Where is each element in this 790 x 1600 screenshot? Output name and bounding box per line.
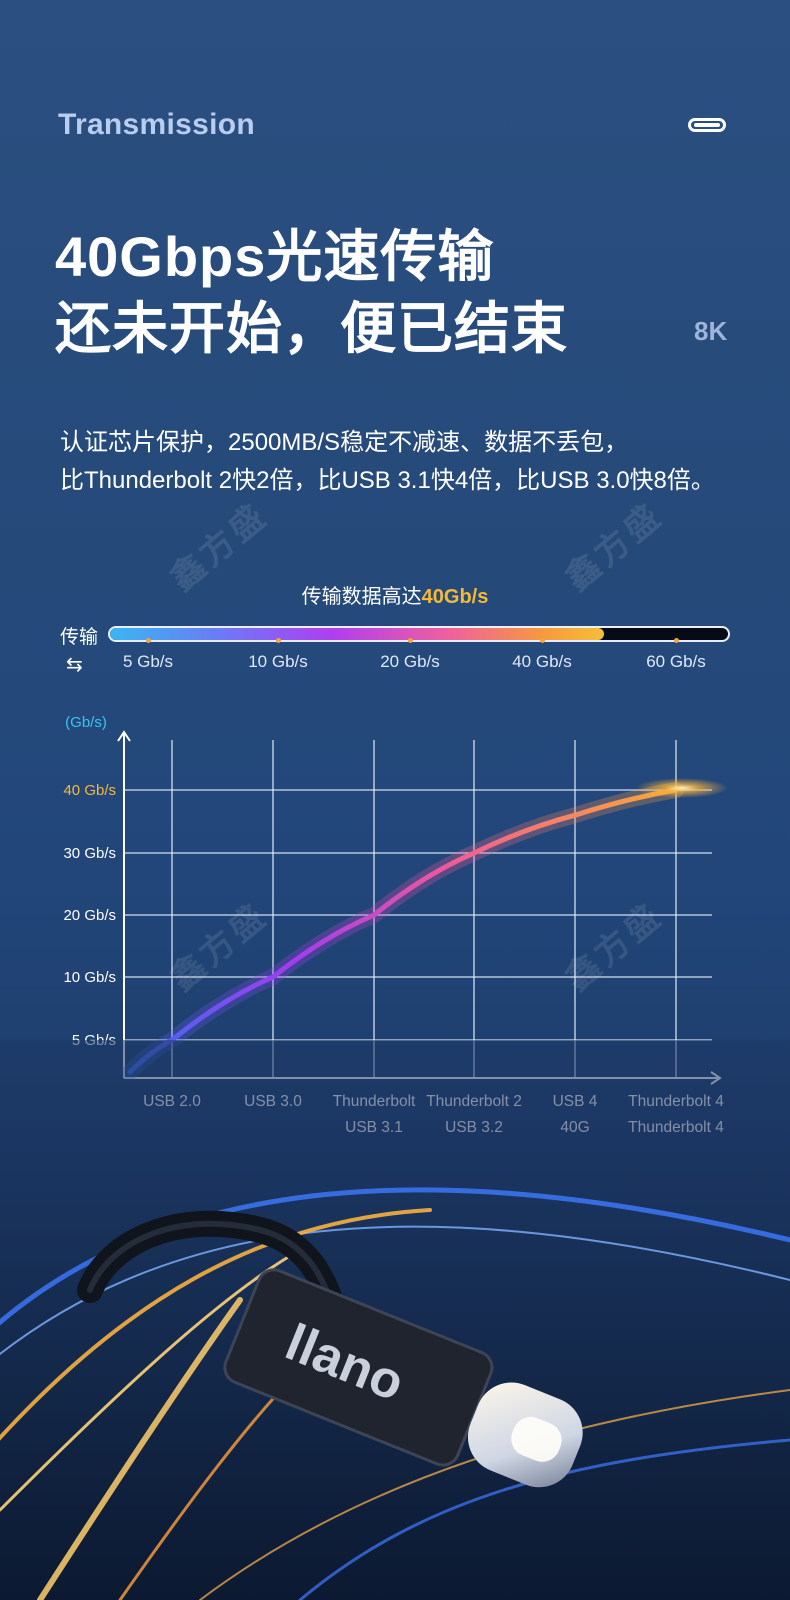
sparkle-glow	[636, 778, 728, 798]
speed-bar-title: 传输数据高达40Gb/s	[0, 580, 790, 609]
description-line-1: 认证芯片保护，2500MB/S稳定不减速、数据不丢包，	[60, 429, 629, 456]
speed-bar-fill	[110, 628, 605, 640]
y-tick-label: 10 Gb/s	[63, 969, 116, 986]
speed-bar-tick-label: 5 Gb/s	[122, 652, 174, 671]
speed-bar-tick-dot	[146, 638, 151, 643]
speed-bar	[108, 626, 730, 642]
light-trails	[0, 1187, 790, 1600]
chart-curve-glow	[122, 782, 684, 1080]
y-tick-label: 20 Gb/s	[63, 907, 116, 924]
speed-bar-tick-dot	[408, 638, 413, 643]
y-axis-arrow	[117, 730, 131, 742]
speed-bar-tick-label: 10 Gb/s	[248, 652, 308, 671]
y-tick-label: 40 Gb/s	[63, 782, 116, 799]
speed-bar-label: 传输	[60, 627, 99, 648]
speed-bar-tick-dot	[276, 638, 281, 643]
speed-bar-tick-dot	[674, 638, 679, 643]
chart-curve-line	[127, 787, 679, 1075]
brand-title: Transmission	[58, 108, 256, 141]
headline-line-1: 40Gbps光速传输	[55, 225, 495, 288]
speed-bar-tick-dot	[540, 638, 545, 643]
swap-arrows-icon: ⇆	[66, 654, 83, 676]
speed-bar-title-highlight: 40Gb/s	[421, 586, 489, 608]
speed-bar-tick-label: 60 Gb/s	[646, 652, 706, 671]
y-tick-label: 30 Gb/s	[63, 845, 116, 862]
resolution-badge: 8K	[694, 316, 728, 346]
usb-c-port-icon	[688, 118, 726, 132]
speed-bar-tick-label: 20 Gb/s	[380, 652, 440, 671]
description-line-2: 比Thunderbolt 2快2倍，比USB 3.1快4倍，比USB 3.0快8…	[60, 467, 715, 494]
speed-bar-tick-label: 40 Gb/s	[512, 652, 572, 671]
chart-axes	[117, 730, 722, 1085]
y-axis-unit: (Gb/s)	[65, 714, 107, 731]
speed-bar-title-prefix: 传输数据高达	[301, 586, 422, 608]
usb-c-cable: llano	[77, 1210, 583, 1488]
cable-illustration: llano	[0, 1040, 790, 1600]
speed-chart: 5 Gb/s10 Gb/s20 Gb/s30 Gb/s40 Gb/s(Gb/s)…	[63, 714, 728, 1085]
chart-grid	[124, 740, 712, 1078]
chart-curve	[122, 778, 728, 1080]
headline-line-2: 还未开始，便已结束	[55, 297, 568, 360]
